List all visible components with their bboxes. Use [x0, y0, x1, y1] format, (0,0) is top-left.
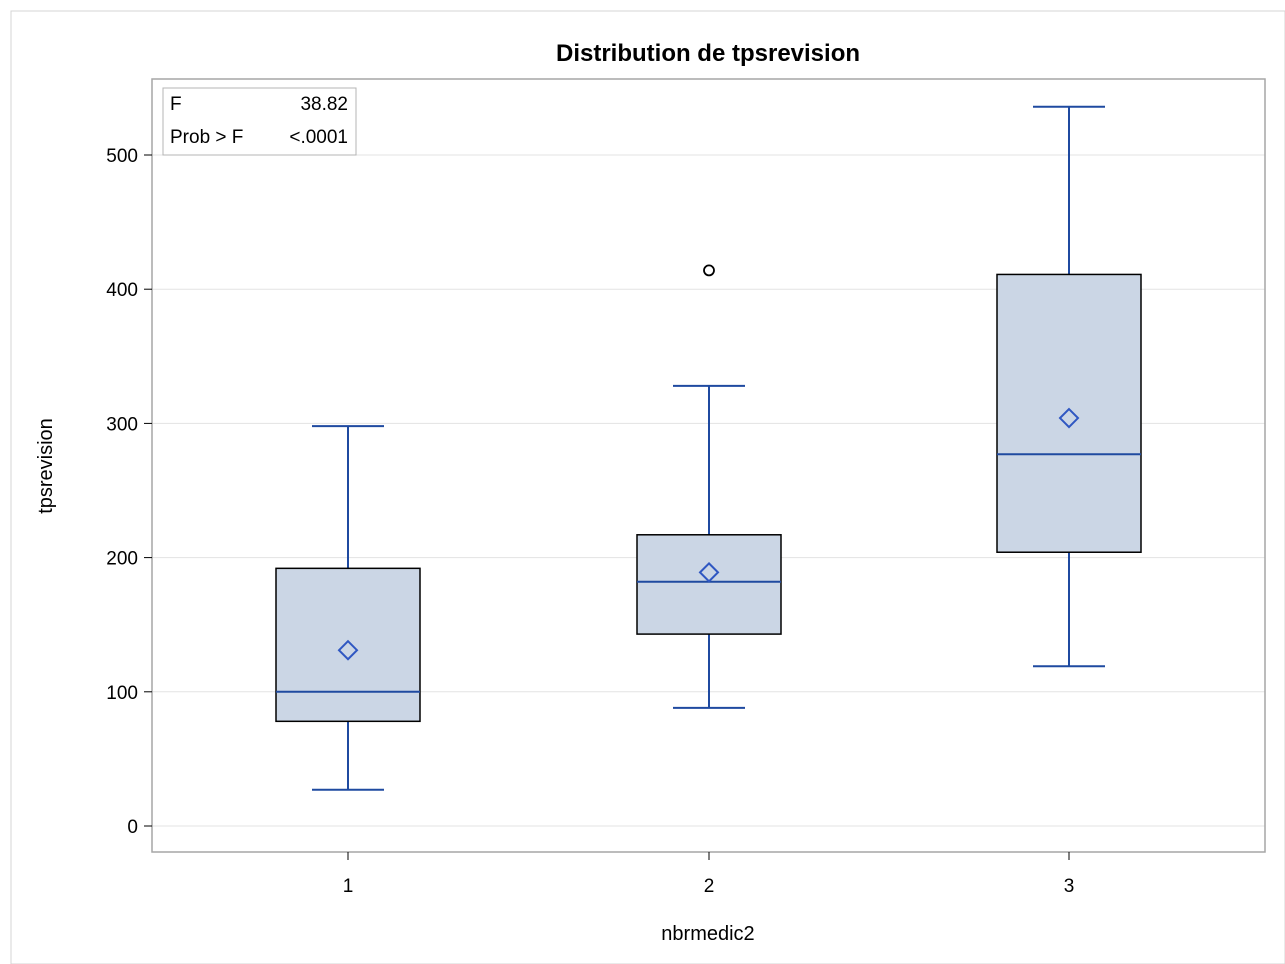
y-tick-label: 100 [106, 683, 138, 704]
stats-inset: F 38.82 Prob > F <.0001 [162, 87, 357, 156]
box-layer [275, 105, 1142, 791]
mean-marker [698, 561, 720, 583]
y-tick-label: 0 [127, 817, 138, 838]
x-tick-label: 3 [1064, 876, 1075, 897]
box-group-2 [636, 264, 782, 709]
x-axis-label: nbrmedic2 [661, 923, 754, 945]
outlier-point [703, 264, 715, 277]
box-group-3 [996, 105, 1142, 668]
inset-box [162, 87, 357, 156]
y-tick-label: 200 [106, 549, 138, 570]
box-iqr [636, 534, 782, 635]
y-axis-label: tpsrevision [35, 418, 57, 514]
box-iqr [275, 567, 421, 723]
box-iqr [996, 273, 1142, 553]
y-tick-label: 300 [106, 414, 138, 435]
axis-layer: 0 100 200 300 400 500 1 2 3 [106, 146, 1074, 897]
chart-title: Distribution de tpsrevision [556, 40, 860, 67]
y-tick-label: 400 [106, 280, 138, 301]
x-tick-label: 1 [343, 876, 354, 897]
inset-f-label: F [170, 94, 182, 115]
mean-marker [1058, 407, 1080, 429]
inset-f-value: 38.82 [300, 94, 348, 115]
y-tick-label: 500 [106, 146, 138, 167]
inset-prob-label: Prob > F [170, 127, 243, 148]
inset-prob-value: <.0001 [289, 127, 348, 148]
mean-marker [337, 639, 359, 661]
x-tick-label: 2 [704, 876, 715, 897]
box-group-1 [275, 425, 421, 791]
